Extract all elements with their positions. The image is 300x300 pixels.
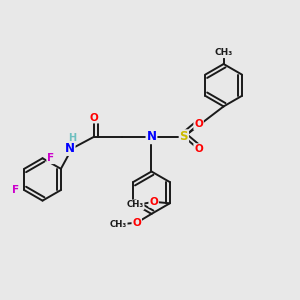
Text: O: O [194,144,203,154]
Text: CH₃: CH₃ [214,48,233,57]
Text: CH₃: CH₃ [127,200,144,209]
Text: N: N [146,130,157,143]
Text: S: S [180,130,188,143]
Text: F: F [47,153,54,163]
Text: O: O [90,112,98,123]
Text: H: H [68,133,76,143]
Text: F: F [12,185,20,195]
Text: O: O [149,197,158,207]
Text: O: O [132,218,141,228]
Text: CH₃: CH₃ [110,220,127,229]
Text: N: N [64,142,75,155]
Text: O: O [194,119,203,129]
